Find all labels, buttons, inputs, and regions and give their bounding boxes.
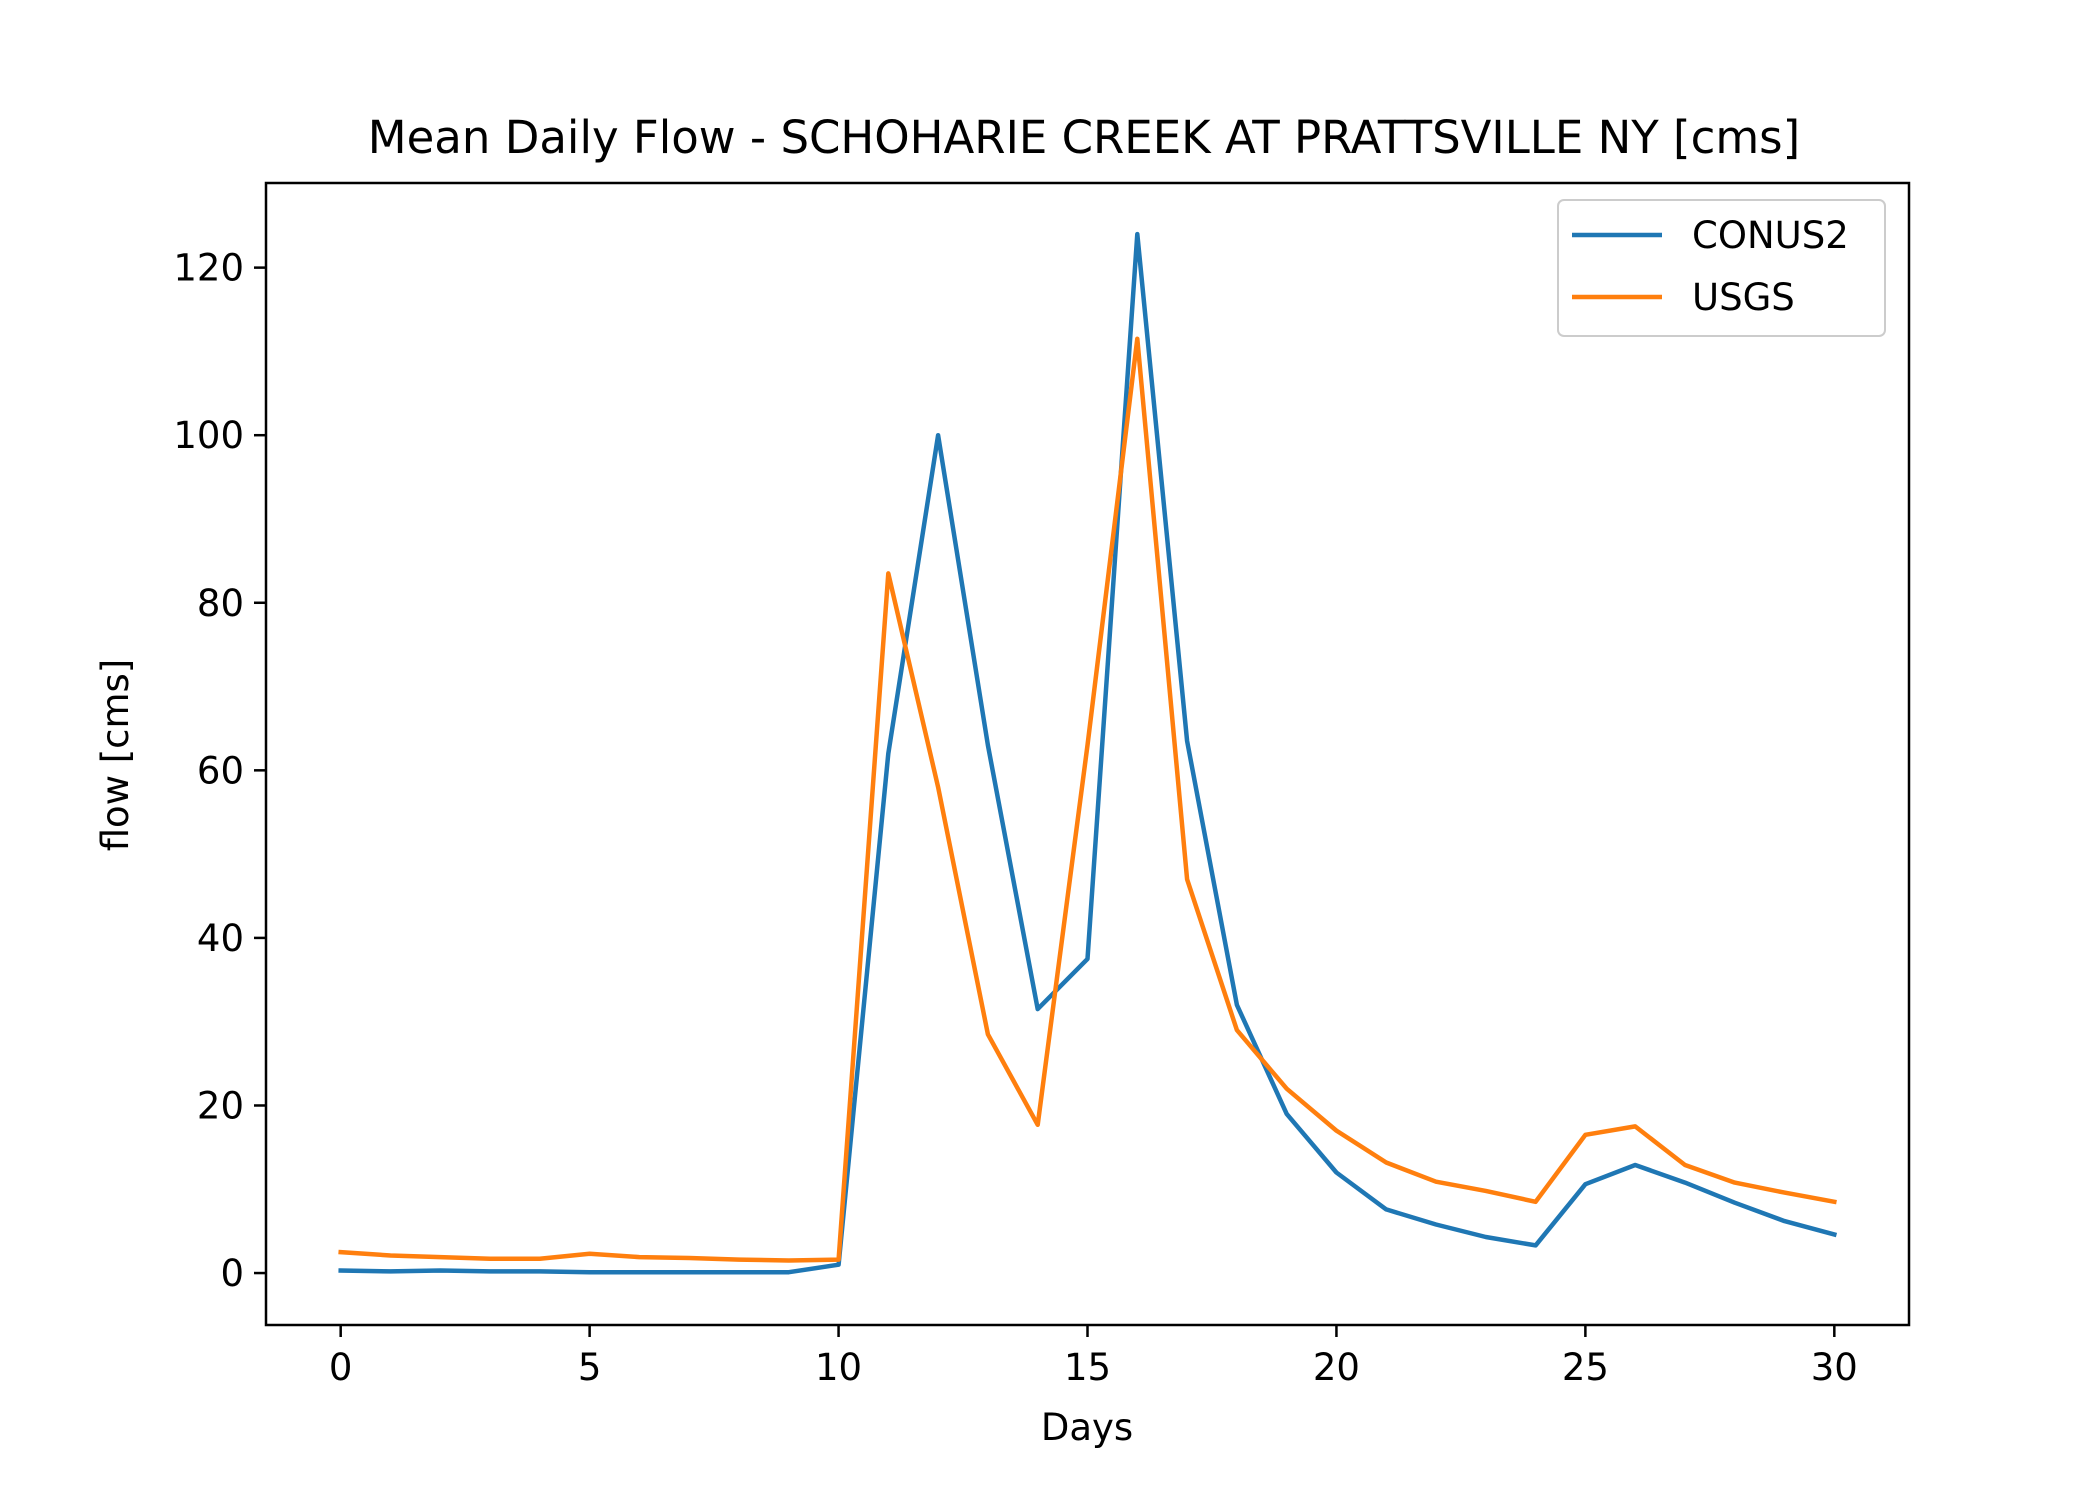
legend-label-usgs: USGS [1692,276,1795,319]
series-line-usgs [338,336,1837,1263]
y-tick-label: 20 [197,1084,244,1127]
x-axis-label: Days [1041,1406,1133,1449]
x-tick-label: 15 [1064,1346,1111,1389]
y-tick-label: 120 [173,247,244,290]
y-axis-label: flow [cms] [94,659,137,852]
x-tick-label: 10 [815,1346,862,1389]
y-tick-label: 100 [173,414,244,457]
chart-title: Mean Daily Flow - SCHOHARIE CREEK AT PRA… [368,111,1800,164]
x-tick-label: 20 [1313,1346,1360,1389]
series-line-conus2 [338,231,1838,1275]
y-tick-label: 0 [220,1252,244,1295]
legend: CONUS2 USGS [1557,199,1886,337]
y-tick-label: 40 [197,917,244,960]
y-tick-label: 80 [197,582,244,625]
x-tick-label: 30 [1811,1346,1858,1389]
series-layer [338,231,1838,1275]
x-tick-label: 25 [1562,1346,1609,1389]
x-tick-label: 0 [329,1346,353,1389]
y-axis: 0 20 40 60 80 100 120 [173,247,266,1295]
x-axis: 0 5 10 15 20 25 30 [329,1325,1858,1389]
legend-label-conus2: CONUS2 [1692,214,1849,257]
x-tick-label: 5 [578,1346,602,1389]
y-tick-label: 60 [197,749,244,792]
